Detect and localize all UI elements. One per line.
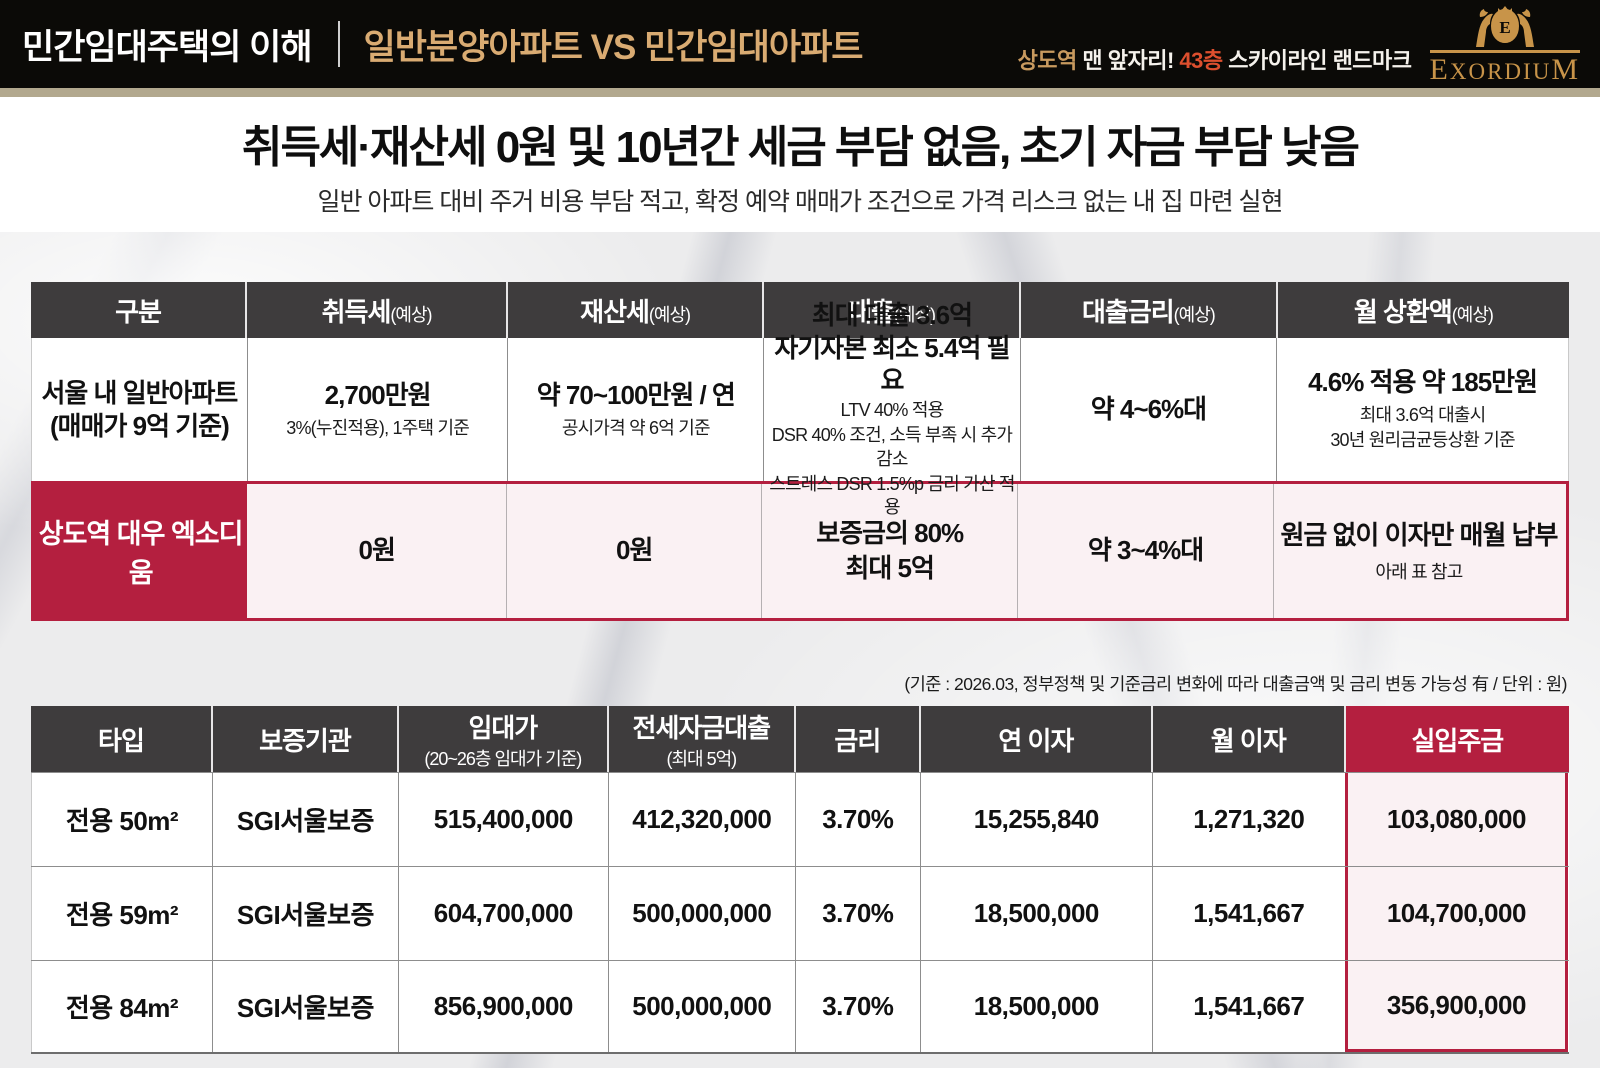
cell-yearly-interest: 15,255,840: [921, 773, 1153, 866]
crest-icon: E: [1475, 6, 1534, 47]
hero-section: 취득세·재산세 0원 및 10년간 세금 부담 없음, 초기 자금 부담 낮음 …: [0, 97, 1600, 232]
cell-guarantor: SGI서울보증: [213, 867, 399, 960]
cell-type: 전용 59m²: [31, 867, 213, 960]
header-right: 상도역 맨 앞자리! 43층 스카이라인 랜드마크 E: [1018, 3, 1586, 85]
cell-exordium-label: 상도역 대우 엑소디움: [34, 484, 248, 618]
cell-monthly-interest: 1,271,320: [1153, 773, 1346, 866]
logo-letter-first: E: [1429, 53, 1450, 86]
cell-exordium-rate: 약 3~4%대: [1018, 484, 1274, 618]
cell-net-move-in: 104,700,000: [1344, 867, 1568, 960]
header-cell-acquisition-tax: 취득세 (예상): [247, 282, 509, 338]
header-cell-monthly-interest: 월 이자: [1152, 706, 1346, 772]
cell-rate: 3.70%: [796, 773, 921, 866]
header-cell-loan-rate: 대출금리 (예상): [1020, 282, 1278, 338]
main-headline: 취득세·재산세 0원 및 10년간 세금 부담 없음, 초기 자금 부담 낮음: [241, 123, 1360, 172]
header-cell-type: 타입: [31, 706, 213, 772]
cell-monthly-interest: 1,541,667: [1153, 961, 1346, 1052]
header-cell-yearly-interest: 연 이자: [920, 706, 1153, 772]
rental-row-84: 전용 84m² SGI서울보증 856,900,000 500,000,000 …: [31, 960, 1569, 1054]
tagline-floors: 43층: [1179, 48, 1223, 73]
header-cell-guarantor: 보증기관: [212, 706, 399, 772]
svg-text:E: E: [1499, 18, 1510, 37]
logo-wordmark: EXORDIUM: [1429, 50, 1580, 86]
sub-headline: 일반 아파트 대비 주거 비용 부담 적고, 확정 예약 매매가 조건으로 가격…: [317, 188, 1283, 216]
cell-rent-price: 856,900,000: [399, 961, 609, 1052]
header-cell-rate: 금리: [795, 706, 921, 772]
header-cell-loan: 대출 (예상): [764, 282, 1021, 338]
cell-general-label: 서울 내 일반아파트 (매매가 9억 기준): [32, 338, 248, 481]
header-divider: [337, 21, 340, 67]
rental-row-50: 전용 50m² SGI서울보증 515,400,000 412,320,000 …: [31, 772, 1569, 866]
tagline: 상도역 맨 앞자리! 43층 스카이라인 랜드마크: [1018, 43, 1412, 85]
cell-rate: 3.70%: [796, 961, 921, 1052]
header-cell-monthly-payment: 월 상환액 (예상): [1277, 282, 1569, 338]
cell-exordium-acquisition: 0원: [247, 484, 508, 618]
top-header-bar: 민간임대주택의 이해 일반분양아파트 VS 민간임대아파트 상도역 맨 앞자리!…: [0, 0, 1600, 88]
comparison-table: 구분 취득세 (예상) 재산세 (예상) 대출 (예상) 대출금리 (예상) 월 상환액…: [31, 282, 1569, 621]
cell-exordium-property: 0원: [507, 484, 763, 618]
tagline-front: 맨 앞자리!: [1076, 48, 1180, 73]
page-title: 민간임대주택의 이해: [22, 27, 313, 67]
cell-type: 전용 50m²: [31, 773, 213, 866]
cell-jeonse-loan: 500,000,000: [609, 961, 796, 1052]
header-cell-rent-price: 임대가 (20~26층 임대가 기준): [398, 706, 609, 772]
logo-letters-middle: XORDIU: [1449, 59, 1552, 84]
logo-letter-last: M: [1551, 53, 1580, 86]
cell-general-property: 약 70~100만원 / 연 공시가격 약 6억 기준: [508, 338, 765, 481]
cell-guarantor: SGI서울보증: [213, 773, 399, 866]
cell-net-move-in: 356,900,000: [1344, 961, 1568, 1052]
cell-guarantor: SGI서울보증: [213, 961, 399, 1052]
tagline-station: 상도역: [1017, 48, 1078, 73]
cell-net-move-in: 103,080,000: [1344, 773, 1568, 866]
header-titles: 민간임대주택의 이해 일반분양아파트 VS 민간임대아파트: [22, 19, 864, 70]
row-exordium: 상도역 대우 엑소디움 0원 0원 보증금의 80% 최대 5억 약 3~4%대…: [31, 481, 1569, 621]
header-cell-jeonse-loan: 전세자금대출 (최대 5억): [608, 706, 796, 772]
cell-rent-price: 604,700,000: [399, 867, 609, 960]
header-subtitle: 일반분양아파트 VS 민간임대아파트: [363, 27, 864, 67]
header-cell-net-move-in: 실입주금: [1345, 706, 1569, 772]
cell-general-acquisition: 2,700만원 3%(누진적용), 1주택 기준: [248, 338, 509, 481]
cell-jeonse-loan: 500,000,000: [609, 867, 796, 960]
cell-general-loan: 최대 대출 3.6억 자기자본 최소 5.4억 필요 LTV 40% 적용 DS…: [764, 300, 1021, 517]
cell-yearly-interest: 18,500,000: [921, 867, 1153, 960]
content: 구분 취득세 (예상) 재산세 (예상) 대출 (예상) 대출금리 (예상) 월 상환액…: [31, 282, 1569, 1054]
rental-row-59: 전용 59m² SGI서울보증 604,700,000 500,000,000 …: [31, 866, 1569, 960]
cell-rate: 3.70%: [796, 867, 921, 960]
header-cell-category: 구분: [31, 282, 248, 338]
exordium-logo: E EXORDIUM: [1429, 3, 1580, 86]
cell-yearly-interest: 18,500,000: [921, 961, 1153, 1052]
rental-table-header: 타입 보증기관 임대가 (20~26층 임대가 기준) 전세자금대출 (최대 5…: [31, 706, 1569, 772]
cell-rent-price: 515,400,000: [399, 773, 609, 866]
table-note: (기준 : 2026.03, 정부정책 및 기준금리 변화에 따라 대출금액 및…: [904, 674, 1567, 694]
comparison-table-header: 구분 취득세 (예상) 재산세 (예상) 대출 (예상) 대출금리 (예상) 월 상환액…: [31, 282, 1569, 338]
tagline-landmark: 스카이라인 랜드마크: [1222, 48, 1412, 73]
row-general-apartment: 서울 내 일반아파트 (매매가 9억 기준) 2,700만원 3%(누진적용),…: [31, 300, 1569, 517]
cell-type: 전용 84m²: [31, 961, 213, 1052]
gold-strip: [0, 88, 1600, 97]
cell-general-rate: 약 4~6%대: [1021, 338, 1278, 481]
cell-exordium-loan: 보증금의 80% 최대 5억: [762, 484, 1019, 618]
cell-exordium-monthly: 원금 없이 이자만 매월 납부 아래 표 참고: [1280, 520, 1558, 582]
cell-monthly-interest: 1,541,667: [1153, 867, 1346, 960]
header-cell-property-tax: 재산세 (예상): [508, 282, 765, 338]
cell-jeonse-loan: 412,320,000: [609, 773, 796, 866]
rental-table: 타입 보증기관 임대가 (20~26층 임대가 기준) 전세자금대출 (최대 5…: [31, 706, 1569, 1054]
cell-general-monthly: 4.6% 적용 약 185만원 최대 3.6억 대출시 30년 원리금균등상환 …: [1308, 367, 1538, 451]
